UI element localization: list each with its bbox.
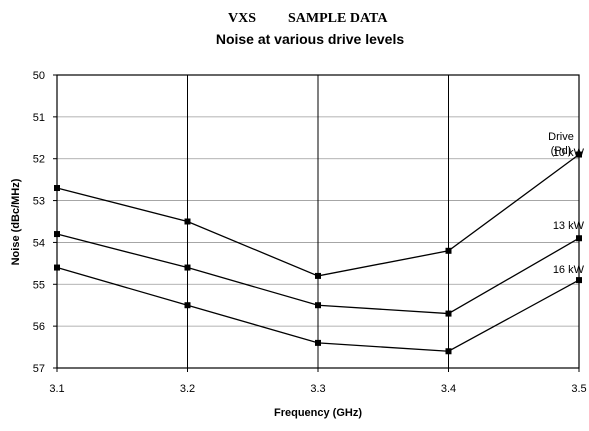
x-axis-label: Frequency (GHz) <box>274 407 362 419</box>
header-left: VXS <box>228 11 256 26</box>
series-1-point <box>576 151 582 158</box>
y-tick-label: 56 <box>33 321 45 333</box>
series-3-point <box>576 277 582 284</box>
series-1-point <box>315 272 321 279</box>
y-tick-label: 50 <box>33 70 45 82</box>
plot-frame <box>56 74 580 369</box>
series-2-point <box>184 264 191 271</box>
series-2-point <box>315 302 321 309</box>
series-3-point <box>54 264 60 271</box>
series-2-point <box>576 235 582 242</box>
plot-area <box>54 151 582 355</box>
tick-labels: 50 51 52 53 54 55 56 57 3.1 3.2 3.3 3.4 3.5 <box>33 70 587 395</box>
x-tick-label: 3.1 <box>49 383 64 395</box>
series-1-point <box>54 185 60 192</box>
series-1-point <box>445 247 452 254</box>
series-2-point <box>54 231 60 238</box>
grid <box>53 74 580 372</box>
series-2-point <box>445 310 452 317</box>
header-right: SAMPLE DATA <box>288 11 388 26</box>
x-tick-label: 3.4 <box>441 383 456 395</box>
legend-title-line-1: Drive <box>548 131 574 143</box>
y-tick-label: 51 <box>33 112 45 124</box>
series-label-10kw: 10 kW <box>553 147 585 159</box>
y-axis-label: Noise (dBc/MHz) <box>10 178 22 265</box>
x-tick-label: 3.2 <box>180 383 195 395</box>
series-1-point <box>184 218 191 225</box>
series-label-16kw: 16 kW <box>553 264 585 276</box>
y-tick-label: 55 <box>33 279 45 291</box>
y-tick-label: 54 <box>33 237 45 249</box>
x-tick-label: 3.5 <box>571 383 586 395</box>
series-3-point <box>184 302 191 309</box>
series-label-13kw: 13 kW <box>553 220 585 232</box>
y-tick-label: 57 <box>33 363 45 375</box>
y-tick-label: 53 <box>33 196 45 208</box>
series-3-point <box>315 339 321 346</box>
y-tick-label: 52 <box>33 154 45 166</box>
series-3-point <box>445 348 452 355</box>
x-tick-label: 3.3 <box>310 383 325 395</box>
chart-title: Noise at various drive levels <box>216 31 405 47</box>
legend-title-line-2: (Pd) <box>551 145 572 157</box>
